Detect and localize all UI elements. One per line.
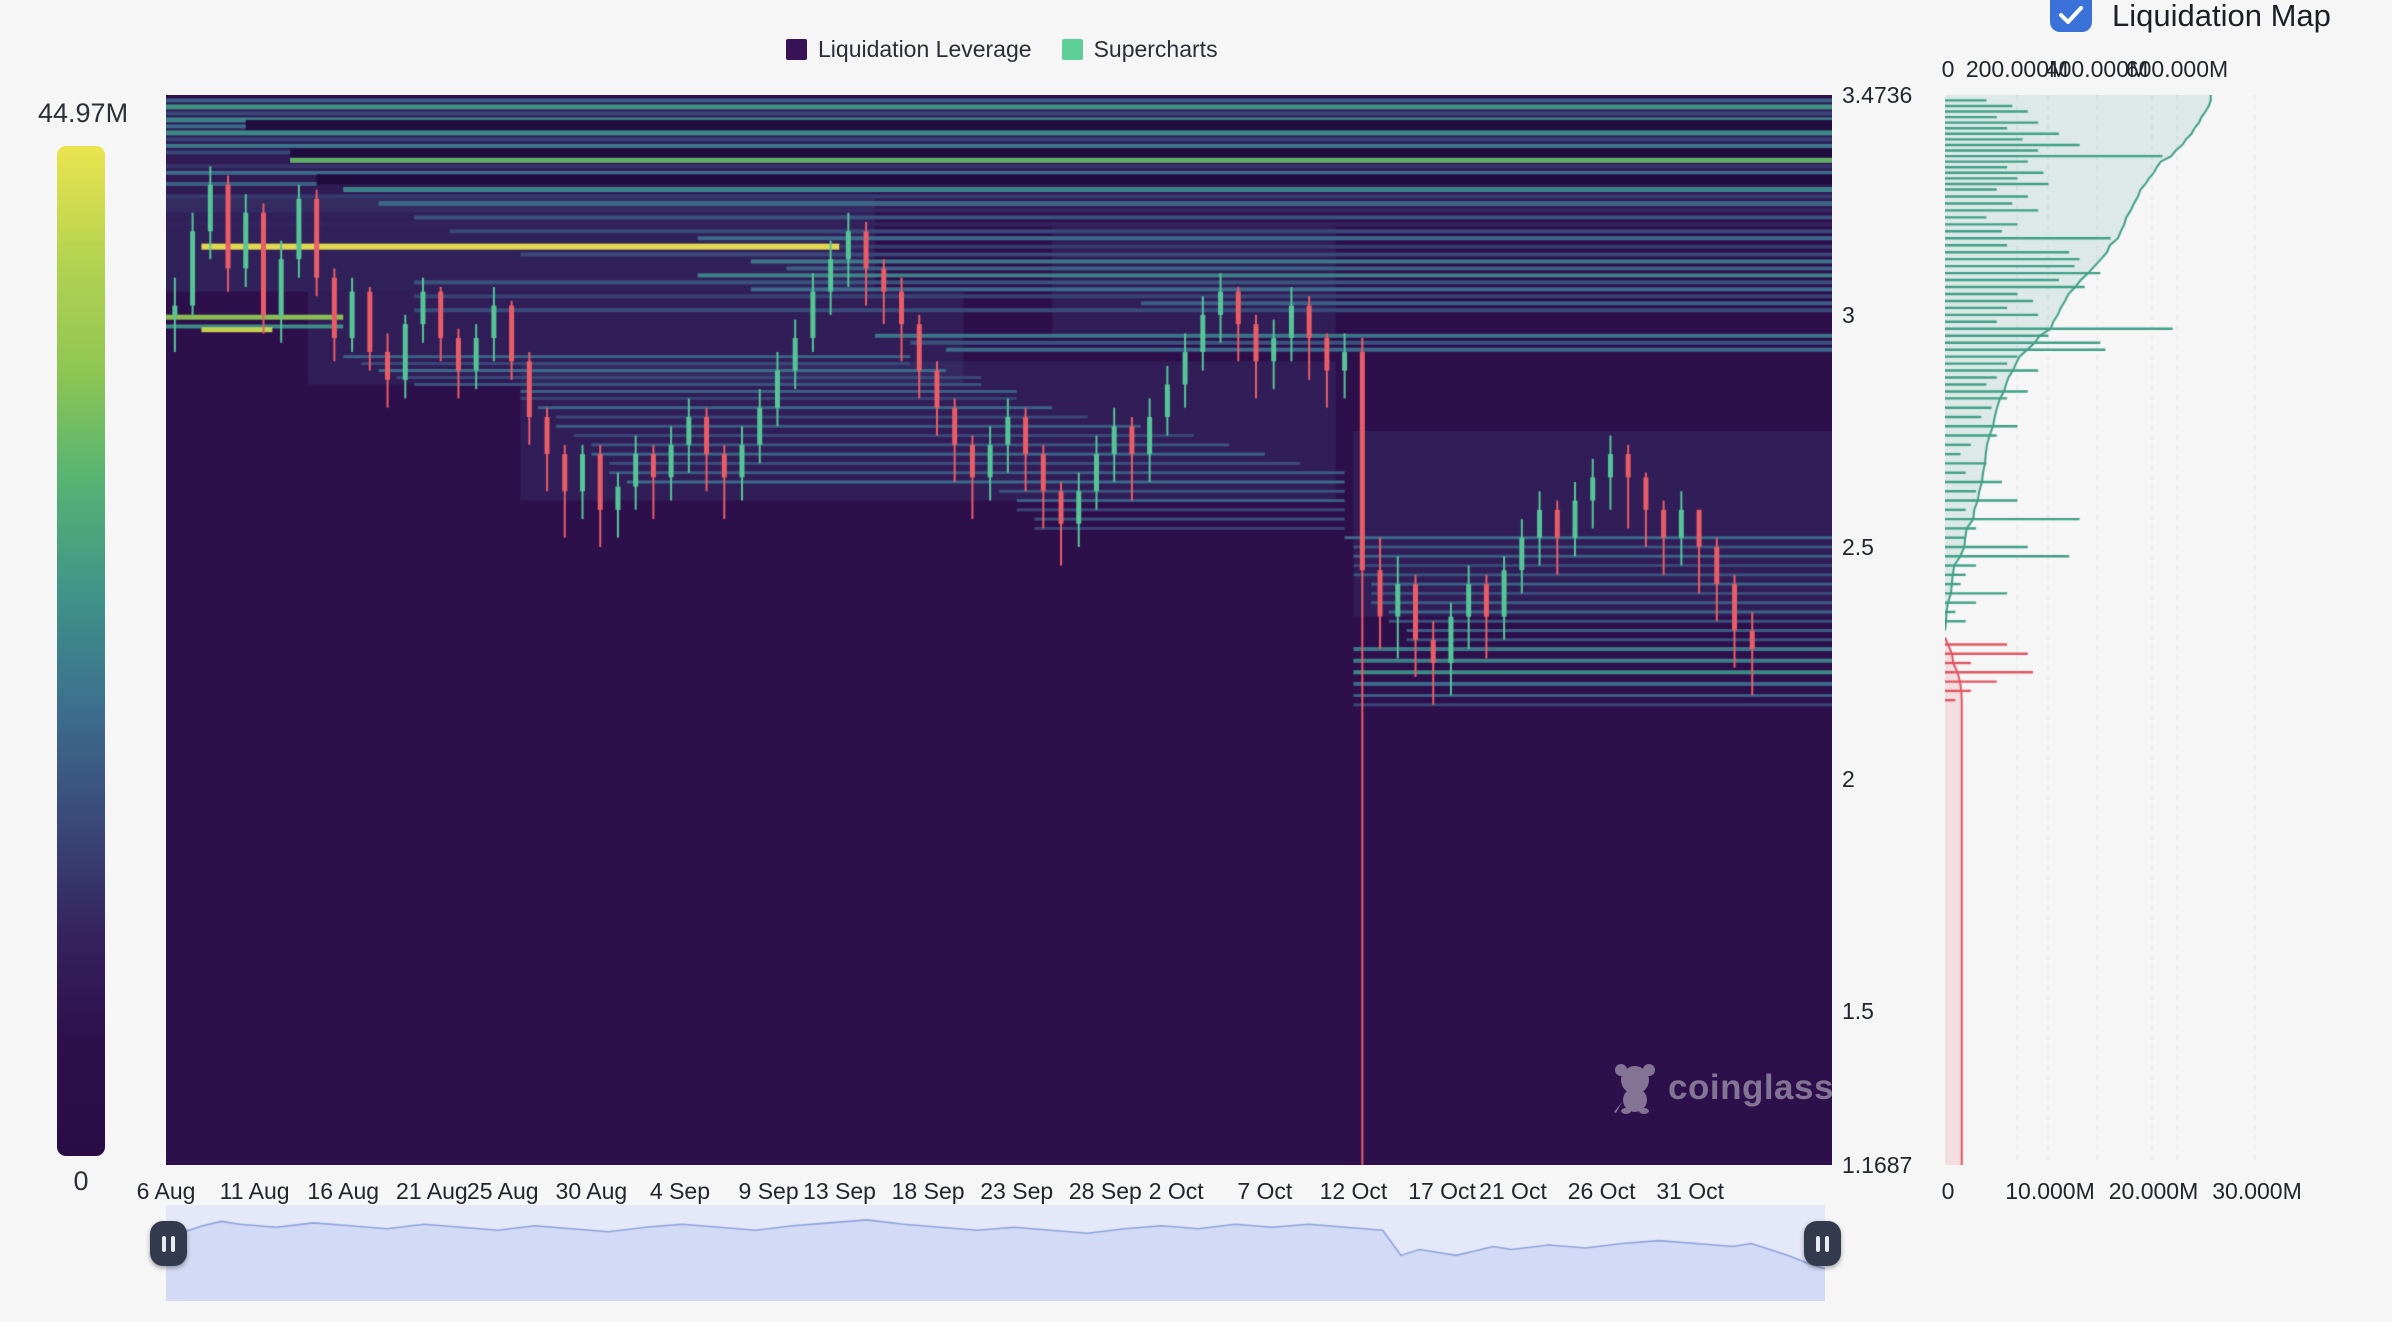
date-tick-label: 6 Aug	[136, 1178, 196, 1204]
date-tick-label: 21 Oct	[1479, 1178, 1547, 1204]
date-tick-label: 12 Oct	[1319, 1178, 1388, 1204]
legend-item-supercharts[interactable]: Supercharts	[1061, 36, 1218, 63]
date-tick-label: 25 Aug	[466, 1178, 539, 1204]
date-tick-label: 11 Aug	[219, 1178, 290, 1204]
liquidation-map-canvas[interactable]	[1945, 95, 2392, 1165]
price-tick-label: 1.1687	[1842, 1152, 1913, 1178]
liq-map-bottom-tick-label: 0	[1941, 1178, 1955, 1204]
date-tick-label: 4 Sep	[649, 1178, 711, 1204]
legend-label: Supercharts	[1093, 36, 1218, 62]
date-tick-label: 26 Oct	[1567, 1178, 1636, 1204]
date-tick-label: 13 Sep	[803, 1178, 876, 1204]
navigator-left-handle[interactable]	[150, 1221, 187, 1266]
date-tick-label: 16 Aug	[307, 1178, 380, 1204]
liq-map-bottom-tick-label: 10.000M	[2005, 1178, 2095, 1204]
liq-map-bottom-tick-label: 20.000M	[2108, 1178, 2199, 1204]
price-tick-label: 1.5	[1842, 998, 1874, 1025]
price-tick-label: 2.5	[1842, 533, 1874, 560]
date-tick-label: 18 Sep	[891, 1178, 965, 1204]
price-tick-label: 3.4736	[1842, 82, 1913, 108]
coinglass-watermark: coinglass	[1612, 1062, 1834, 1114]
liq-map-top-tick-label: 0	[1941, 56, 1955, 82]
liq-map-bottom-tick-label: 30.000M	[2212, 1178, 2302, 1204]
legend-item-liquidation-leverage[interactable]: Liquidation Leverage	[786, 36, 1032, 63]
liquidation-map-toggle: Liquidation Map	[2050, 0, 2331, 34]
date-tick-label: 31 Oct	[1656, 1178, 1725, 1204]
check-icon	[2059, 6, 2083, 24]
timeline-navigator[interactable]	[166, 1205, 1825, 1301]
liquidation-leverage-swatch	[786, 39, 807, 60]
date-tick-label: 17 Oct	[1408, 1178, 1476, 1204]
chart-legend: Liquidation Leverage Supercharts	[786, 36, 1218, 63]
price-tick-label: 3	[1842, 301, 1855, 328]
date-tick-label: 7 Oct	[1237, 1178, 1293, 1204]
colorbar-gradient	[57, 146, 105, 1156]
date-tick-label: 28 Sep	[1068, 1178, 1142, 1204]
price-tick-label: 2	[1842, 766, 1855, 793]
navigator-right-handle[interactable]	[1804, 1221, 1841, 1266]
legend-label: Liquidation Leverage	[818, 36, 1032, 62]
liq-map-top-tick-label: 200.000M	[1965, 56, 2069, 82]
colorbar-max-label: 44.97M	[38, 98, 129, 128]
date-tick-label: 23 Sep	[980, 1178, 1054, 1204]
colorbar-min-label: 0	[73, 1166, 89, 1196]
date-tick-label: 2 Oct	[1148, 1178, 1204, 1204]
supercharts-swatch	[1061, 39, 1083, 60]
liquidation-map-checkbox[interactable]	[2050, 0, 2092, 32]
date-tick-label: 30 Aug	[555, 1178, 628, 1204]
date-tick-label: 21 Aug	[396, 1178, 468, 1204]
liquidation-heatmap-canvas[interactable]	[166, 95, 1832, 1165]
liquidation-map-label: Liquidation Map	[2112, 0, 2331, 33]
liq-map-top-tick-label: 400.000M	[2045, 56, 2149, 82]
liq-map-top-tick-label: 600.000M	[2125, 56, 2229, 82]
date-tick-label: 9 Sep	[738, 1178, 799, 1204]
coinglass-watermark-text: coinglass	[1668, 1068, 1834, 1107]
coinglass-mascot-icon	[1614, 1064, 1655, 1114]
